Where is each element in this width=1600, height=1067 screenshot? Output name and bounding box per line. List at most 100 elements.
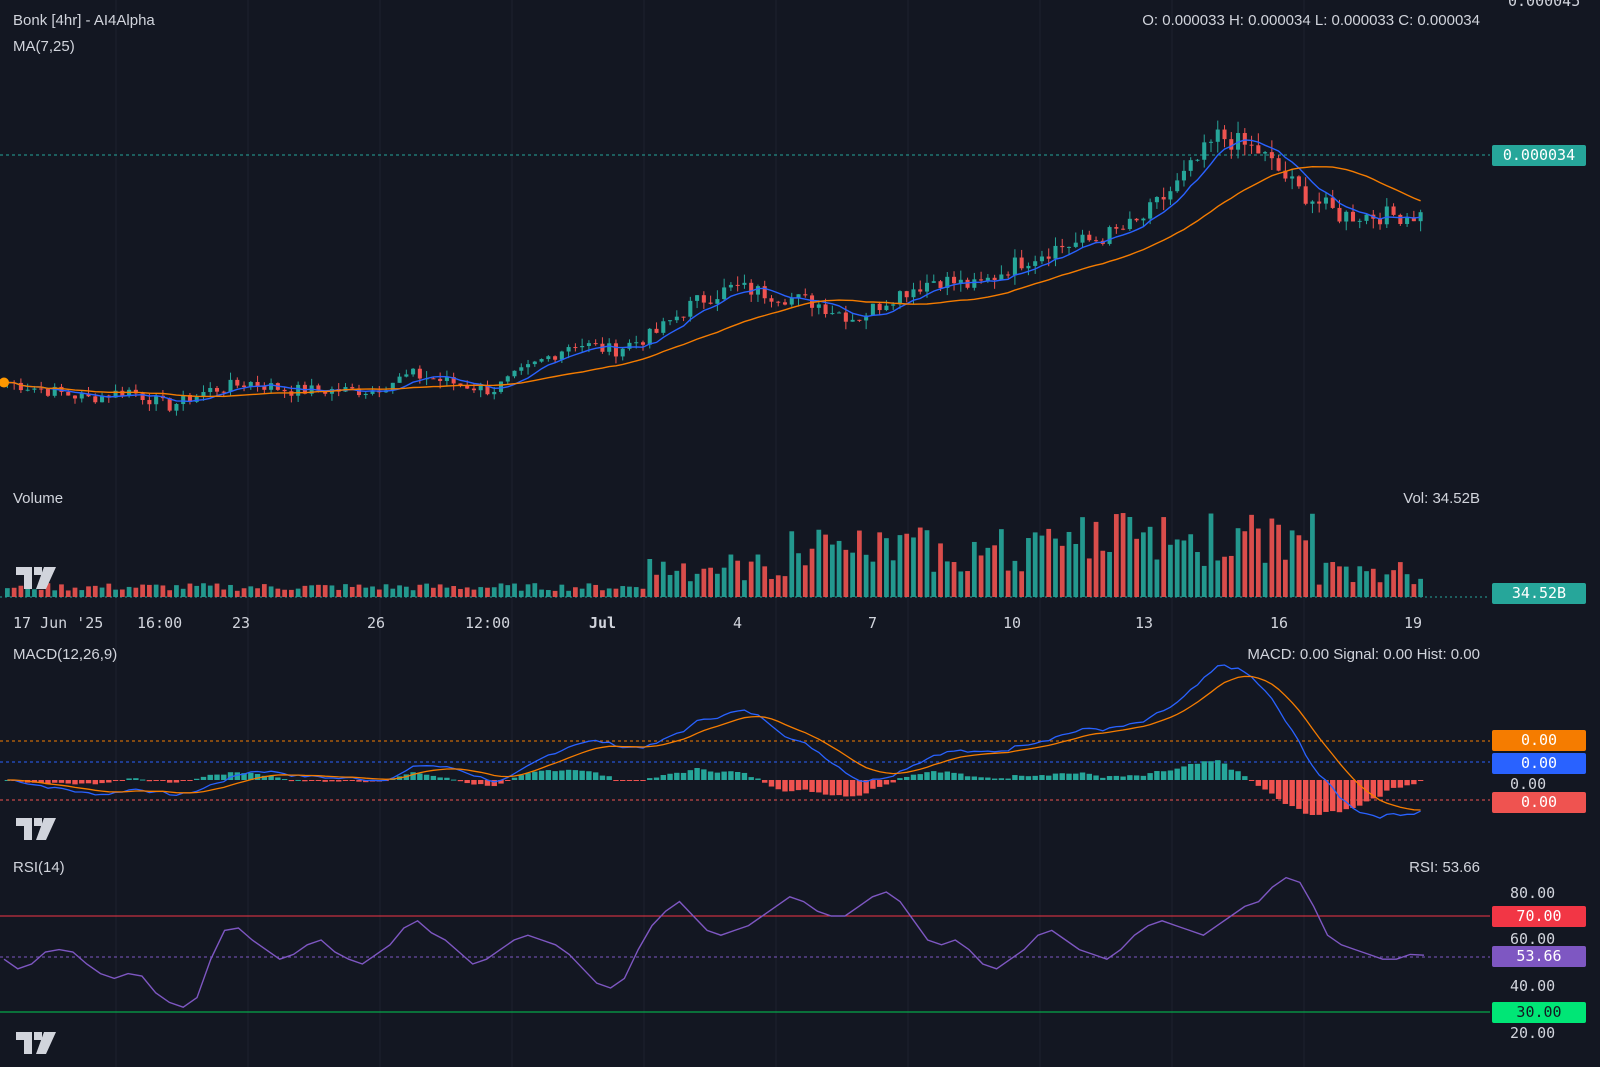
candle-body bbox=[1317, 201, 1322, 204]
candle-body bbox=[546, 356, 551, 360]
candle-body bbox=[708, 302, 713, 304]
volume-bar bbox=[1323, 562, 1329, 597]
candle-body bbox=[52, 386, 57, 396]
macd-histogram-bar bbox=[1005, 778, 1011, 780]
candle-body bbox=[282, 389, 287, 392]
candle-body bbox=[1303, 186, 1308, 204]
macd-histogram-bar bbox=[897, 778, 903, 780]
candle-body bbox=[356, 388, 362, 396]
volume-bar bbox=[1168, 544, 1173, 597]
macd-histogram-bar bbox=[214, 774, 220, 780]
volume-bar bbox=[667, 574, 673, 597]
candle-body bbox=[187, 394, 192, 402]
candle-body bbox=[789, 297, 794, 305]
macd-histogram-bar bbox=[444, 777, 450, 780]
tradingview-logo-icon bbox=[16, 1032, 56, 1054]
macd-histogram-bar bbox=[85, 780, 92, 784]
macd-histogram-bar bbox=[532, 771, 538, 780]
macd-histogram-bar bbox=[315, 780, 322, 781]
volume-bar bbox=[1242, 531, 1248, 597]
macd-histogram-bar bbox=[106, 780, 112, 783]
candle-body bbox=[242, 385, 247, 388]
macd-histogram-bar bbox=[667, 773, 673, 780]
candle-body bbox=[945, 276, 950, 288]
candle-body bbox=[532, 361, 537, 365]
candle-body bbox=[1053, 245, 1058, 259]
candle-body bbox=[1263, 152, 1268, 154]
macd-histogram-bar bbox=[146, 780, 153, 782]
macd-histogram-bar bbox=[65, 780, 71, 784]
candle-body bbox=[931, 281, 936, 283]
macd-histogram-bar bbox=[653, 777, 660, 780]
macd-histogram-bar bbox=[349, 780, 355, 781]
volume-bar bbox=[79, 590, 85, 597]
candle-body bbox=[837, 312, 842, 314]
macd-histogram-bar bbox=[707, 771, 714, 780]
grid-lines bbox=[0, 0, 1490, 1067]
candle-body bbox=[850, 319, 855, 322]
volume-bar bbox=[174, 585, 179, 597]
candle-body bbox=[803, 294, 808, 296]
macd-histogram-bar bbox=[52, 780, 58, 783]
volume-bar bbox=[1364, 571, 1369, 597]
macd-histogram-bar bbox=[200, 776, 207, 780]
macd-histogram-bar bbox=[660, 775, 666, 780]
candle-body bbox=[559, 351, 564, 360]
volume-bar bbox=[633, 587, 639, 597]
volume-bar bbox=[1059, 545, 1065, 597]
macd-histogram-bar bbox=[1302, 780, 1309, 814]
volume-bar bbox=[228, 584, 233, 597]
volume-bar bbox=[106, 583, 112, 597]
candle-body bbox=[999, 274, 1004, 281]
macd-histogram-bar bbox=[1289, 780, 1295, 807]
macd-histogram-bar bbox=[944, 771, 950, 780]
volume-bar bbox=[153, 584, 159, 597]
macd-histogram-bar bbox=[579, 770, 585, 780]
macd-histogram-bar bbox=[207, 774, 213, 780]
candle-body bbox=[1323, 197, 1328, 204]
volume-bar bbox=[1141, 532, 1146, 597]
volume-bar bbox=[1086, 558, 1092, 597]
candle-body bbox=[370, 390, 375, 394]
volume-bar bbox=[255, 588, 260, 597]
candle-body bbox=[431, 378, 436, 380]
volume-bar bbox=[681, 563, 686, 597]
candle-body bbox=[864, 315, 869, 321]
candle-body bbox=[1337, 207, 1342, 222]
volume-bar bbox=[911, 537, 916, 597]
macd-histogram-bar bbox=[268, 775, 274, 780]
macd-histogram-bar bbox=[356, 780, 362, 782]
volume-bar bbox=[931, 571, 937, 597]
candle-body bbox=[1195, 159, 1200, 161]
macd-histogram-bar bbox=[1269, 780, 1275, 794]
volume-bar bbox=[349, 586, 355, 597]
volume-bar bbox=[18, 585, 24, 597]
volume-bar bbox=[485, 587, 490, 597]
candle-body bbox=[1364, 214, 1369, 221]
macd-histogram-bar bbox=[38, 780, 44, 783]
volume-bar bbox=[958, 571, 964, 597]
candle-body bbox=[735, 284, 740, 286]
volume-bar bbox=[1127, 516, 1133, 597]
chart-title: Bonk [4hr] - AI4Alpha bbox=[13, 12, 155, 29]
volume-bar bbox=[45, 583, 51, 597]
volume-bar bbox=[1100, 550, 1106, 597]
volume-bar bbox=[1276, 524, 1281, 597]
candle-body bbox=[1094, 240, 1099, 242]
macd-histogram-bar bbox=[511, 777, 518, 780]
volume-bar bbox=[1391, 570, 1396, 597]
volume-bar bbox=[647, 558, 653, 597]
macd-histogram-bar bbox=[525, 773, 531, 780]
volume-bar bbox=[201, 583, 206, 597]
time-axis-tick: 23 bbox=[232, 614, 251, 632]
volume-bar bbox=[1181, 540, 1187, 597]
macd-histogram-bar bbox=[964, 776, 971, 780]
ma7-line bbox=[7, 139, 1421, 403]
macd-histogram-bar bbox=[518, 775, 524, 780]
volume-bar bbox=[478, 587, 484, 597]
candle-body bbox=[1141, 218, 1146, 221]
macd-histogram-bar bbox=[741, 772, 748, 780]
volume-bar bbox=[1235, 528, 1241, 597]
macd-histogram-bar bbox=[227, 772, 234, 780]
macd-histogram-bar bbox=[1404, 780, 1410, 786]
